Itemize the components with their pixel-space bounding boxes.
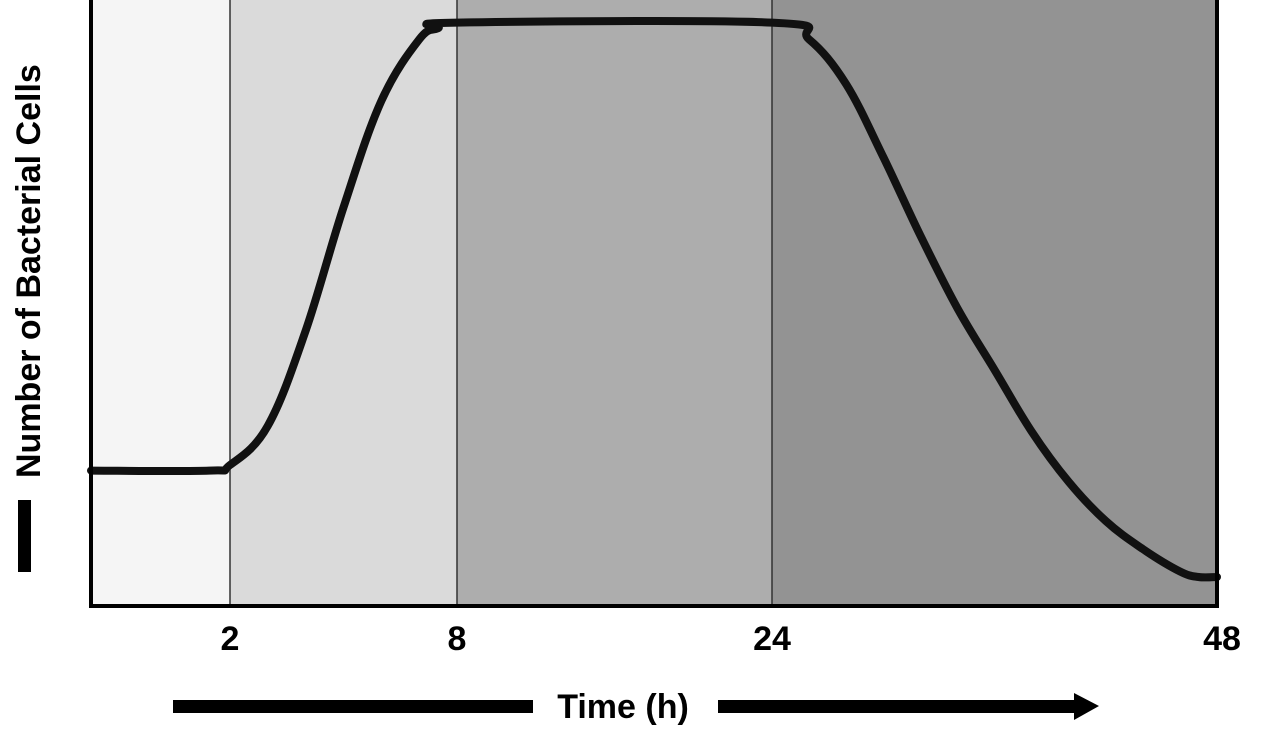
phase-band-2 (230, 0, 457, 606)
phase-band-4 (772, 0, 1217, 606)
x-axis-arrow-head (1074, 693, 1099, 720)
phase-bands (91, 0, 1217, 606)
x-axis-arrow-tail (173, 700, 533, 713)
x-tick-label-48: 48 (1203, 620, 1241, 658)
x-tick-label-2: 2 (221, 620, 240, 658)
x-tick-label-8: 8 (448, 620, 467, 658)
y-axis-arrow-bar (18, 500, 31, 572)
phase-band-1 (91, 0, 230, 606)
x-axis-arrow-shaft (718, 700, 1076, 713)
x-tick-labels: 2 8 24 48 (221, 620, 1241, 658)
phase-dividers (229, 0, 773, 606)
x-axis-title: Time (h) (557, 688, 689, 726)
growth-curve-line (87, 17, 1221, 582)
phase-band-3 (457, 0, 772, 606)
y-axis-title: Number of Bacterial Cells (10, 64, 48, 478)
x-tick-label-24: 24 (753, 620, 791, 658)
